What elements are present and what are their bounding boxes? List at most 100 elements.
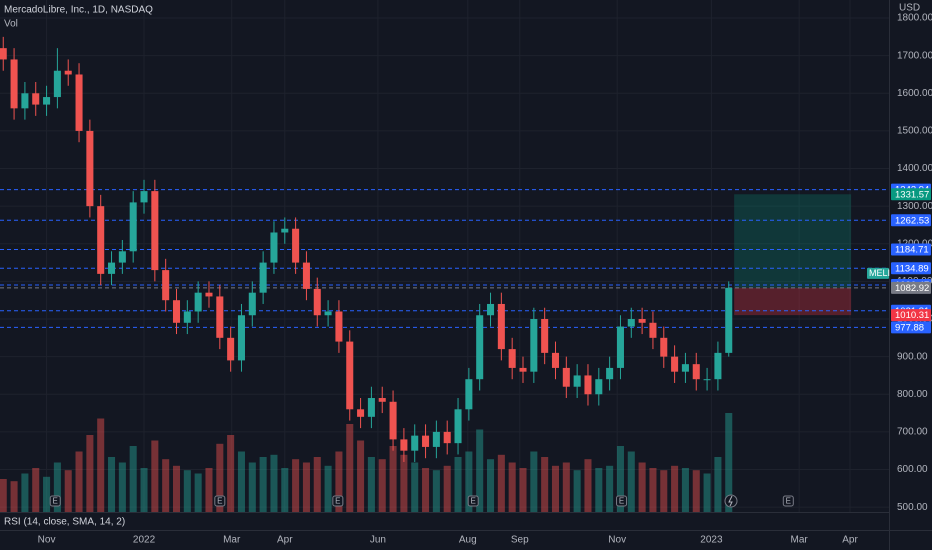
volume-bar [530, 451, 538, 512]
candle-body [649, 322, 657, 338]
x-tick-label: Aug [459, 535, 477, 546]
candle-body [313, 288, 321, 316]
volume-bar [519, 468, 527, 512]
candle-body [400, 439, 408, 451]
candle-body [32, 93, 40, 105]
price-label: 977.88 [895, 322, 924, 333]
volume-bar [270, 454, 278, 512]
x-tick-label: Nov [608, 535, 626, 546]
volume-bar [140, 468, 148, 512]
earnings-marker [49, 495, 61, 507]
volume-bar [205, 468, 213, 512]
volume-bar [660, 470, 668, 512]
dividend-icon[interactable] [724, 494, 738, 508]
candle-body [237, 315, 245, 361]
earnings-marker [467, 495, 479, 507]
volume-bar [357, 440, 365, 512]
candle-body [194, 292, 202, 312]
candle-body [335, 311, 343, 342]
candle-body [86, 130, 94, 207]
volume-bar [681, 468, 689, 512]
y-tick-label: 500.00 [897, 502, 928, 513]
target-zone [734, 194, 852, 288]
candle-body [725, 287, 733, 353]
volume-bar [595, 468, 603, 512]
candle-body [378, 398, 386, 402]
candle-body [367, 398, 375, 417]
volume-bar [97, 418, 105, 512]
volume-bar [346, 424, 354, 512]
candle-body [443, 431, 451, 444]
candle-body [551, 352, 560, 368]
volume-bar [432, 470, 440, 512]
y-tick-label: 700.00 [897, 427, 928, 438]
candle-body [519, 367, 527, 372]
candle-body [465, 379, 473, 410]
earnings-label: E [471, 497, 476, 506]
volume-bar [64, 470, 72, 512]
candle-body [75, 74, 83, 131]
volume-bar [259, 457, 267, 512]
candle-body [183, 311, 191, 323]
candle-body [270, 232, 278, 263]
candle-body [64, 70, 72, 75]
price-label-box [891, 243, 931, 256]
candle-body [497, 303, 505, 350]
candle-body [681, 364, 689, 372]
volume-bar [237, 451, 245, 512]
price-label: 1262.53 [895, 215, 929, 226]
volume-bar [21, 473, 29, 512]
price-label-box [891, 188, 931, 201]
price-label: 1134.89 [895, 263, 929, 274]
volume-bar [75, 451, 83, 512]
candle-body [476, 315, 484, 380]
candle-body [508, 349, 516, 368]
candle-body [584, 375, 592, 395]
volume-bar [400, 454, 408, 512]
volume-bar [53, 462, 61, 512]
volume-bar [606, 465, 614, 512]
volume-bar [32, 468, 40, 512]
candle-body [108, 262, 116, 274]
indicator-label: RSI (14, close, SMA, 14, 2) [4, 517, 125, 528]
volume-bar [476, 429, 484, 512]
volume-bar [541, 457, 549, 512]
volume-bar [671, 465, 679, 512]
candle-body [530, 319, 538, 372]
volume-bar [465, 451, 473, 512]
candle-body [660, 337, 668, 357]
candle-body [562, 367, 570, 387]
volume-bar [714, 457, 722, 512]
candle-body [21, 93, 29, 109]
volume-bar [703, 473, 711, 512]
earnings-marker [332, 495, 344, 507]
candle-body [302, 262, 310, 289]
candle-body [259, 262, 267, 293]
y-tick-label: 1800.00 [897, 13, 932, 24]
candle-body [43, 97, 51, 105]
volume-bar [692, 470, 700, 512]
candle-body [638, 319, 646, 323]
y-tick-label: 900.00 [897, 351, 928, 362]
price-label: 1082.92 [895, 283, 929, 294]
candle-body [118, 251, 126, 263]
candle-body [714, 352, 722, 380]
candle-body [10, 59, 18, 109]
volume-bar [389, 446, 397, 512]
candle-body [292, 228, 300, 263]
candle-body [454, 409, 462, 444]
volume-bar [172, 465, 181, 512]
price-label: 1331.57 [895, 189, 929, 200]
volume-bar [183, 470, 191, 512]
volume-label: Vol [4, 19, 18, 30]
y-tick-label: 1500.00 [897, 126, 932, 137]
earnings-marker [782, 495, 794, 507]
x-tick-label: 2022 [133, 535, 156, 546]
candle-body [227, 337, 235, 361]
volume-bar [10, 481, 18, 512]
x-tick-label: Jun [370, 535, 386, 546]
lightning [728, 495, 733, 507]
y-tick-label: 800.00 [897, 389, 928, 400]
candle-body [97, 206, 105, 274]
volume-bar [227, 435, 235, 512]
